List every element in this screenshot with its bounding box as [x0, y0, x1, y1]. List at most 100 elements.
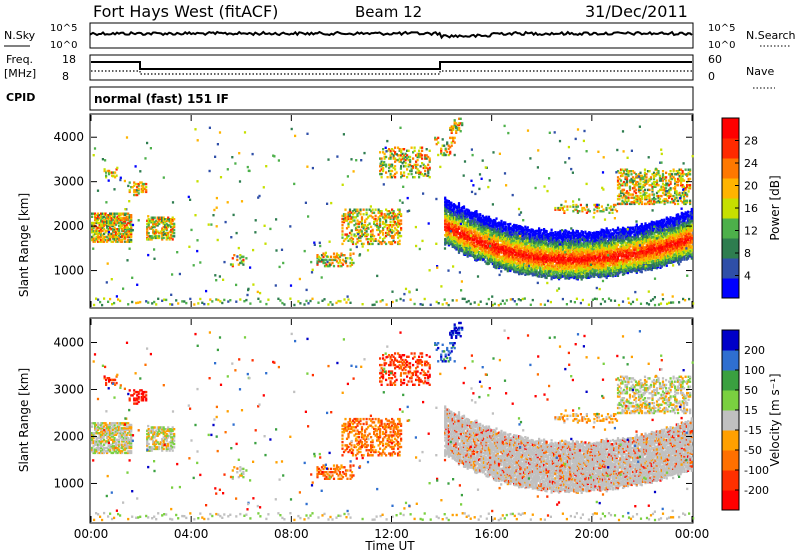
power-cell — [530, 241, 533, 245]
noise-tick-bottom-left: 10^0 — [50, 40, 77, 51]
power-cell — [570, 257, 573, 260]
power-cell — [465, 228, 468, 231]
power-cell — [570, 255, 573, 259]
power-cell — [519, 251, 522, 255]
power-cell — [543, 248, 546, 251]
power-cell — [495, 266, 498, 270]
power-cell — [548, 274, 551, 277]
power-cell — [613, 266, 616, 270]
power-cell — [548, 263, 551, 267]
power-cell — [614, 269, 617, 272]
power-cell — [608, 266, 611, 269]
power-cell — [555, 275, 558, 278]
power-cell — [616, 255, 620, 259]
power-cell — [591, 242, 594, 245]
power-cell — [615, 263, 618, 267]
power-cell — [603, 232, 606, 235]
nsky-label: N.Sky — [4, 29, 36, 42]
power-cell — [576, 254, 579, 257]
power-cell — [565, 260, 568, 264]
power-cell — [459, 231, 462, 235]
power-cell — [631, 267, 635, 271]
power-cell — [600, 236, 603, 239]
power-cell — [600, 244, 603, 247]
power-cell — [591, 258, 594, 261]
power-cell — [574, 266, 577, 269]
power-cell — [538, 231, 541, 234]
power-cell — [549, 274, 552, 277]
power-cell — [466, 234, 469, 237]
power-cell — [559, 249, 562, 253]
power-cell — [475, 220, 478, 224]
power-cell — [515, 269, 518, 272]
power-cell — [611, 241, 615, 245]
power-cell — [449, 212, 452, 215]
power-cell — [515, 254, 518, 258]
power-cell — [462, 229, 466, 232]
power-cell — [476, 258, 479, 261]
power-cell — [564, 273, 567, 276]
power-cell — [636, 246, 640, 249]
power-cell — [583, 250, 586, 254]
power-cell — [495, 233, 498, 236]
power-cell — [568, 276, 571, 279]
power-cell — [580, 272, 583, 276]
power-cell — [470, 239, 473, 242]
power-cell — [636, 250, 640, 253]
power-cell — [444, 208, 447, 211]
power-cell — [603, 244, 606, 247]
power-cell — [451, 214, 454, 218]
power-cell — [476, 257, 479, 260]
power-cell — [536, 252, 539, 255]
power-cell — [459, 214, 462, 217]
power-cell — [530, 264, 533, 267]
power-cell — [593, 238, 596, 241]
power-cell — [505, 248, 508, 251]
power-cell — [455, 233, 458, 236]
power-cell — [516, 257, 519, 261]
power-cell — [510, 246, 513, 250]
power-cell — [504, 249, 507, 252]
power-cell — [536, 265, 539, 269]
power-cell — [594, 245, 597, 248]
power-cell — [558, 233, 561, 237]
power-cell — [447, 200, 450, 203]
power-cell — [530, 259, 533, 262]
power-cell — [578, 250, 581, 253]
power-cell — [541, 245, 544, 248]
power-cell — [511, 253, 514, 256]
power-cell — [444, 202, 447, 205]
power-cell — [505, 243, 508, 246]
power-cell — [504, 242, 507, 246]
power-cell — [533, 251, 536, 254]
power-cell — [575, 229, 578, 233]
power-cell — [570, 265, 573, 268]
power-cell — [456, 206, 459, 210]
power-cell — [447, 242, 450, 246]
power-cell — [534, 269, 537, 273]
power-cell — [564, 255, 567, 259]
power-cell — [521, 270, 524, 274]
power-cell — [554, 240, 557, 243]
power-cell — [593, 262, 596, 265]
power-cell — [548, 239, 551, 243]
power-cell — [599, 251, 602, 255]
power-cell — [524, 233, 527, 236]
power-cell — [477, 255, 481, 258]
power-cell — [457, 218, 461, 221]
power-cell — [570, 242, 573, 245]
power-cell — [530, 249, 533, 253]
power-cell — [589, 233, 592, 236]
power-cell — [548, 257, 551, 260]
power-cell — [505, 247, 508, 250]
power-cell — [618, 269, 621, 272]
power-cell — [551, 273, 554, 276]
power-cell — [550, 249, 553, 253]
power-cell — [535, 263, 538, 266]
power-cell — [475, 223, 478, 226]
power-cell — [501, 247, 504, 250]
power-cell — [569, 264, 572, 267]
power-cell — [523, 260, 526, 263]
power-cell — [589, 262, 592, 265]
power-cell — [556, 276, 559, 280]
